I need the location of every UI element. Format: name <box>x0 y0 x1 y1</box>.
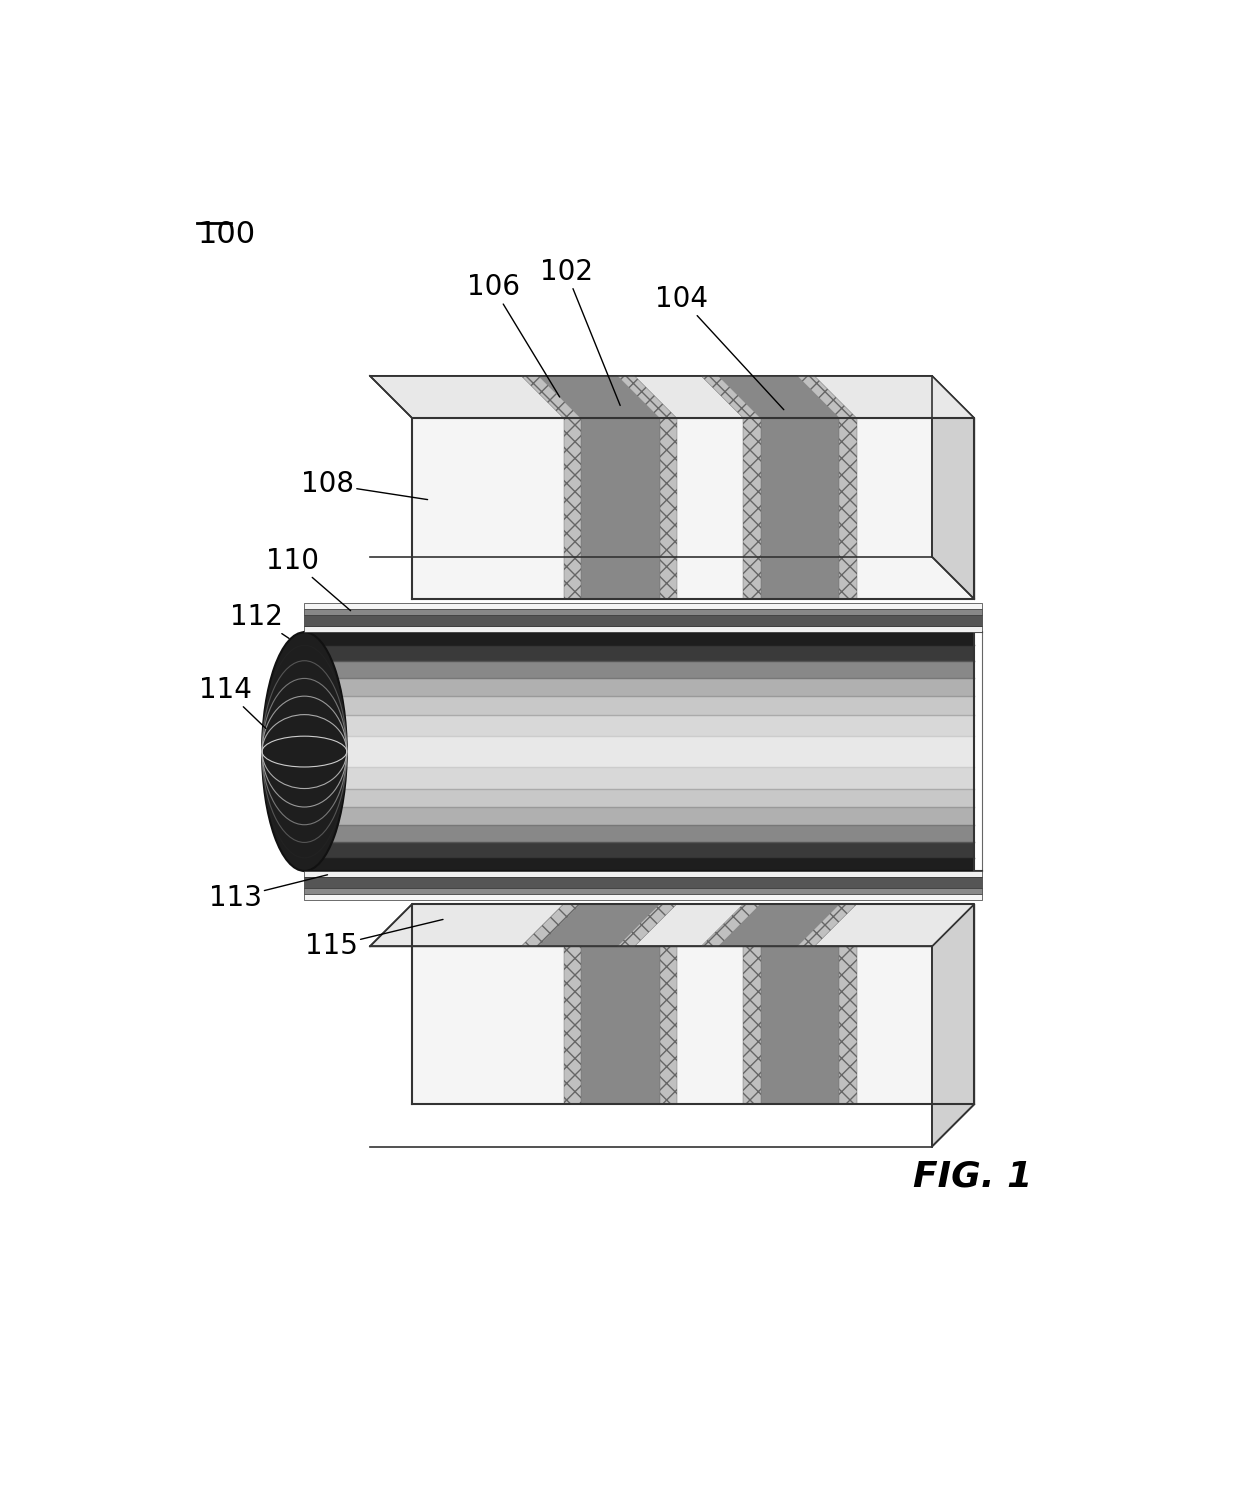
Polygon shape <box>521 376 580 418</box>
Polygon shape <box>370 376 975 418</box>
Polygon shape <box>304 679 975 825</box>
Polygon shape <box>304 871 982 877</box>
Ellipse shape <box>262 679 347 825</box>
Polygon shape <box>304 888 982 894</box>
Polygon shape <box>304 602 982 610</box>
Text: 113: 113 <box>208 874 327 912</box>
Polygon shape <box>304 626 982 632</box>
Polygon shape <box>521 904 580 946</box>
Polygon shape <box>304 646 975 858</box>
Polygon shape <box>412 904 975 1104</box>
Polygon shape <box>701 904 760 946</box>
Ellipse shape <box>262 661 347 843</box>
Ellipse shape <box>262 736 347 768</box>
Polygon shape <box>718 904 839 946</box>
Polygon shape <box>660 418 677 599</box>
Ellipse shape <box>262 646 347 858</box>
Text: 115: 115 <box>305 919 443 960</box>
Ellipse shape <box>262 632 347 871</box>
Polygon shape <box>797 376 857 418</box>
Polygon shape <box>618 904 677 946</box>
Text: FIG. 1: FIG. 1 <box>913 1160 1032 1194</box>
Polygon shape <box>304 616 982 626</box>
Polygon shape <box>304 877 982 888</box>
Ellipse shape <box>262 715 347 789</box>
Text: 100: 100 <box>198 221 257 249</box>
Polygon shape <box>797 904 857 946</box>
Polygon shape <box>618 376 677 418</box>
Text: 112: 112 <box>231 602 289 638</box>
Ellipse shape <box>262 695 347 807</box>
Polygon shape <box>304 894 982 900</box>
Polygon shape <box>580 418 660 599</box>
Polygon shape <box>932 376 975 599</box>
Polygon shape <box>580 904 660 1104</box>
Text: 106: 106 <box>466 273 559 397</box>
Polygon shape <box>744 904 760 1104</box>
Polygon shape <box>718 376 839 418</box>
Polygon shape <box>839 904 857 1104</box>
Polygon shape <box>932 904 975 1146</box>
Text: 108: 108 <box>301 470 428 500</box>
Polygon shape <box>538 376 660 418</box>
Polygon shape <box>370 904 975 946</box>
Polygon shape <box>412 418 975 599</box>
Polygon shape <box>839 418 857 599</box>
Polygon shape <box>304 736 975 768</box>
Polygon shape <box>304 715 975 789</box>
Polygon shape <box>701 376 760 418</box>
Text: 110: 110 <box>267 547 351 611</box>
Polygon shape <box>538 904 660 946</box>
Polygon shape <box>563 904 580 1104</box>
Polygon shape <box>304 610 982 616</box>
Text: 104: 104 <box>655 285 784 410</box>
Polygon shape <box>304 632 975 871</box>
Text: 114: 114 <box>200 676 265 728</box>
Polygon shape <box>563 418 580 599</box>
Polygon shape <box>304 695 975 807</box>
Polygon shape <box>760 904 839 1104</box>
Polygon shape <box>660 904 677 1104</box>
Polygon shape <box>760 418 839 599</box>
Polygon shape <box>744 418 760 599</box>
Text: 102: 102 <box>539 258 620 406</box>
Polygon shape <box>304 661 975 843</box>
